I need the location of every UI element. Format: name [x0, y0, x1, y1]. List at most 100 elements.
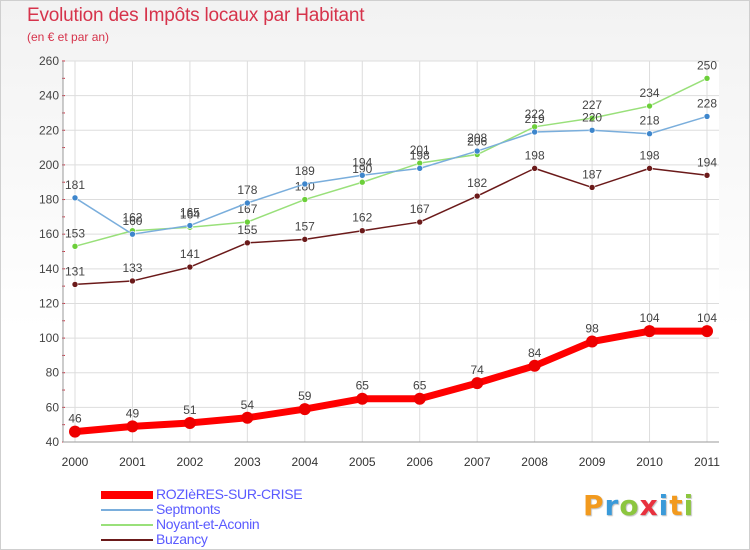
chart-subtitle: (en € et par an) [27, 30, 110, 44]
data-label: 162 [122, 211, 142, 225]
data-point [413, 392, 426, 405]
legend-swatch-rozieres [101, 491, 153, 499]
data-label: 206 [467, 135, 487, 149]
legend-swatch-septmonts [101, 509, 153, 511]
logo-letter: r [604, 489, 620, 522]
legend-swatch-buzancy [101, 539, 153, 541]
data-point [703, 172, 711, 179]
series-line [74, 77, 708, 248]
data-label: 54 [241, 398, 255, 412]
data-point [186, 222, 194, 229]
data-point [471, 377, 484, 390]
data-label: 198 [525, 148, 545, 162]
data-label: 198 [410, 148, 430, 162]
data-label: 46 [68, 412, 82, 426]
data-label: 227 [582, 98, 602, 112]
x-tick-label: 2006 [406, 455, 433, 469]
data-label: 155 [237, 223, 257, 237]
data-label: 59 [298, 389, 312, 403]
x-tick-label: 2002 [177, 455, 204, 469]
y-tick-label: 200 [39, 158, 59, 172]
data-label: 234 [640, 86, 660, 100]
data-point [301, 236, 309, 243]
data-label: 208 [467, 131, 487, 145]
data-point [588, 184, 596, 191]
x-tick-label: 2003 [234, 455, 261, 469]
data-point [646, 130, 653, 138]
logo-letter: o [619, 489, 640, 522]
data-point [126, 420, 139, 433]
data-point [416, 165, 424, 172]
x-tick-label: 2008 [521, 455, 548, 469]
x-tick-label: 2000 [62, 455, 89, 469]
data-label: 178 [237, 183, 257, 197]
legend-label-buzancy: Buzancy [156, 531, 208, 547]
data-label: 250 [697, 58, 717, 72]
legend-label-noyant: Noyant-et-Aconin [156, 516, 260, 532]
data-point [244, 239, 251, 247]
data-point [531, 165, 538, 172]
data-point [358, 172, 366, 179]
data-point [646, 165, 653, 172]
data-point [356, 392, 369, 405]
data-point [358, 227, 366, 235]
y-tick-label: 120 [39, 296, 59, 310]
series-line [74, 115, 708, 235]
y-tick-label: 160 [39, 227, 59, 241]
data-label: 190 [352, 162, 372, 176]
data-label: 219 [525, 112, 545, 126]
x-tick-label: 2005 [349, 455, 376, 469]
data-label: 65 [413, 379, 427, 393]
data-point [69, 425, 81, 438]
plot-area [63, 61, 719, 442]
data-point [473, 147, 481, 155]
data-label: 165 [180, 206, 200, 220]
proxiti-logo: Proxiti [583, 489, 694, 522]
data-point [586, 335, 599, 348]
x-tick-label: 2010 [636, 455, 663, 469]
data-point [244, 199, 251, 207]
data-point [701, 325, 713, 338]
data-label: 51 [183, 403, 197, 417]
data-point [703, 75, 711, 82]
data-label: 222 [525, 107, 545, 121]
data-label: 220 [582, 110, 602, 124]
data-label: 181 [65, 178, 85, 192]
x-tick-label: 2007 [464, 455, 491, 469]
data-label: 189 [295, 164, 315, 178]
data-point [129, 277, 136, 285]
data-label: 98 [585, 322, 599, 336]
data-label: 157 [295, 219, 315, 233]
data-label: 187 [582, 167, 602, 181]
series-line [74, 167, 708, 286]
chart-title: Evolution des Impôts locaux par Habitant [27, 5, 365, 26]
y-tick-label: 40 [46, 435, 60, 449]
y-tick-label: 180 [39, 193, 59, 207]
data-point [183, 416, 196, 429]
data-point [528, 359, 541, 372]
y-tick-label: 100 [39, 331, 59, 345]
data-point [241, 411, 254, 424]
data-point [129, 230, 136, 238]
data-point [358, 178, 366, 186]
data-point [71, 281, 79, 288]
logo-letter: P [583, 489, 605, 522]
data-label: 133 [122, 261, 142, 275]
data-label: 104 [697, 311, 717, 325]
y-tick-label: 220 [39, 123, 59, 137]
data-point [703, 113, 711, 120]
data-label: 141 [180, 247, 200, 261]
logo-letter: t [669, 489, 684, 522]
data-label: 160 [122, 214, 142, 228]
data-label: 153 [65, 226, 85, 240]
x-tick-label: 2011 [694, 455, 720, 469]
x-tick-label: 2001 [119, 455, 146, 469]
data-point [244, 218, 251, 226]
data-point [643, 325, 656, 338]
data-label: 74 [471, 363, 485, 377]
data-point [301, 180, 309, 188]
x-tick-label: 2009 [579, 455, 606, 469]
data-point [416, 218, 424, 226]
data-label: 65 [356, 379, 370, 393]
